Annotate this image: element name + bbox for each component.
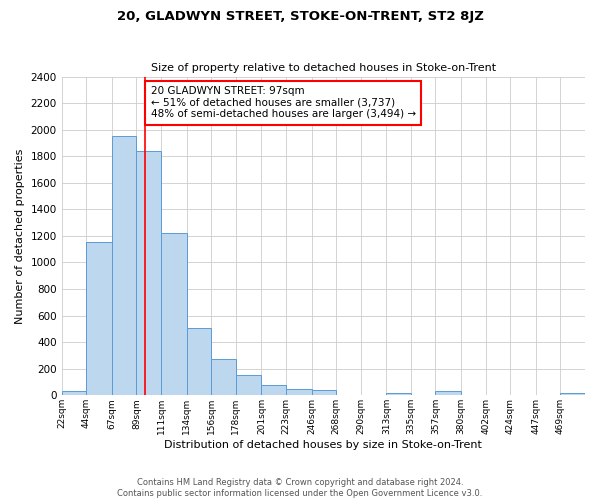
- Y-axis label: Number of detached properties: Number of detached properties: [15, 148, 25, 324]
- X-axis label: Distribution of detached houses by size in Stoke-on-Trent: Distribution of detached houses by size …: [164, 440, 482, 450]
- Bar: [510, 394, 536, 396]
- Bar: [187, 328, 211, 396]
- Bar: [361, 394, 386, 396]
- Title: Size of property relative to detached houses in Stoke-on-Trent: Size of property relative to detached ho…: [151, 63, 496, 73]
- Text: Contains HM Land Registry data © Crown copyright and database right 2024.
Contai: Contains HM Land Registry data © Crown c…: [118, 478, 482, 498]
- Bar: [62, 392, 86, 396]
- Bar: [560, 392, 585, 396]
- Bar: [461, 394, 485, 396]
- Bar: [436, 392, 461, 396]
- Text: 20, GLADWYN STREET, STOKE-ON-TRENT, ST2 8JZ: 20, GLADWYN STREET, STOKE-ON-TRENT, ST2 …: [116, 10, 484, 23]
- Bar: [161, 232, 187, 396]
- Bar: [86, 242, 112, 396]
- Bar: [336, 394, 361, 396]
- Bar: [262, 384, 286, 396]
- Bar: [411, 394, 436, 396]
- Bar: [112, 136, 136, 396]
- Bar: [286, 388, 311, 396]
- Bar: [311, 390, 336, 396]
- Text: 20 GLADWYN STREET: 97sqm
← 51% of detached houses are smaller (3,737)
48% of sem: 20 GLADWYN STREET: 97sqm ← 51% of detach…: [151, 86, 416, 120]
- Bar: [136, 151, 161, 396]
- Bar: [536, 394, 560, 396]
- Bar: [236, 376, 262, 396]
- Bar: [485, 394, 510, 396]
- Bar: [211, 359, 236, 396]
- Bar: [386, 392, 411, 396]
